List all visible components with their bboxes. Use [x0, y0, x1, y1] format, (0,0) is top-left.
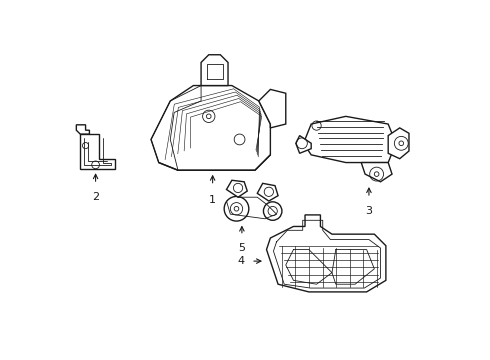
- Polygon shape: [388, 128, 409, 159]
- Text: 4: 4: [238, 256, 245, 266]
- Polygon shape: [226, 180, 247, 197]
- Text: 2: 2: [92, 192, 99, 202]
- Polygon shape: [80, 134, 115, 169]
- Polygon shape: [259, 89, 286, 128]
- Text: 3: 3: [366, 206, 372, 216]
- Text: 1: 1: [209, 195, 216, 205]
- Polygon shape: [257, 183, 278, 201]
- Polygon shape: [267, 215, 386, 292]
- Polygon shape: [76, 125, 89, 134]
- Text: 5: 5: [239, 243, 245, 253]
- Polygon shape: [201, 55, 228, 86]
- Polygon shape: [361, 163, 392, 182]
- Polygon shape: [303, 116, 396, 163]
- Polygon shape: [151, 86, 270, 170]
- Polygon shape: [296, 136, 311, 153]
